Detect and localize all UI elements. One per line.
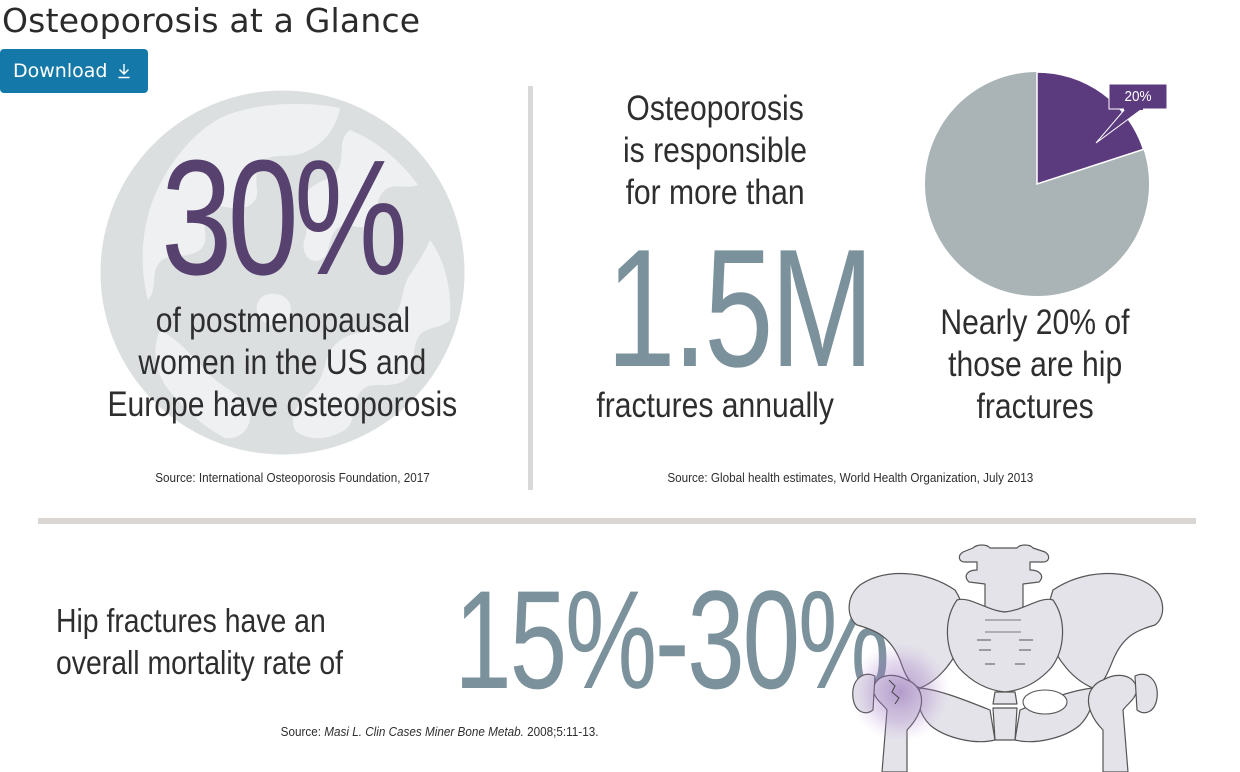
source-prefix: Source: (281, 724, 325, 739)
left-description: of postmenopausal women in the US and Eu… (60, 300, 505, 426)
pie-caption-line: fractures (976, 387, 1094, 426)
left-desc-line: Europe have osteoporosis (107, 385, 458, 424)
download-button[interactable]: Download (0, 49, 148, 93)
stat-mortality-range: 15%-30% (378, 560, 890, 720)
middle-footer: fractures annually (560, 385, 870, 427)
source-left-text: Source: International Osteoporosis Found… (155, 470, 430, 485)
stat-1-5m: 1.5M (560, 214, 874, 402)
mid-intro-line: for more than (625, 173, 805, 212)
globe-icon (100, 90, 465, 455)
page-title: Osteoporosis at a Glance (2, 1, 421, 40)
source-suffix: 2008;5:11-13. (524, 724, 599, 739)
source-left: Source: International Osteoporosis Found… (90, 470, 495, 485)
pie-caption-line: Nearly 20% of (940, 303, 1130, 342)
mid-intro-line: is responsible (622, 131, 808, 170)
source-right-text: Source: Global health estimates, World H… (667, 470, 1033, 485)
source-bottom: Source: Masi L. Clin Cases Miner Bone Me… (220, 724, 660, 739)
left-desc-line: women in the US and (138, 343, 427, 382)
pie-caption: Nearly 20% of those are hip fractures (905, 302, 1165, 428)
left-desc-line: of postmenopausal (155, 301, 410, 340)
stat-30-value: 30% (161, 126, 409, 309)
hip-text-line: Hip fractures have an (56, 602, 326, 639)
source-right: Source: Global health estimates, World H… (600, 470, 1100, 485)
mid-intro-line: Osteoporosis (626, 89, 804, 128)
stat-30-percent: 30% (100, 128, 465, 308)
source-journal: Masi L. Clin Cases Miner Bone Metab. (324, 724, 525, 739)
middle-intro: Osteoporosis is responsible for more tha… (560, 88, 870, 214)
pie-label-text: 20% (1124, 88, 1152, 105)
download-label: Download (13, 60, 108, 82)
horizontal-divider (38, 518, 1196, 524)
mid-footer-text: fractures annually (596, 386, 834, 425)
vertical-divider (528, 86, 533, 490)
pie-caption-line: those are hip (947, 345, 1123, 384)
stat-range-value: 15%-30% (454, 561, 890, 718)
hip-fracture-pie-chart (925, 71, 1168, 296)
hip-mortality-text: Hip fractures have an overall mortality … (56, 600, 386, 684)
hip-text-line: overall mortality rate of (56, 644, 344, 681)
pelvis-hip-fracture-icon (848, 544, 1164, 772)
pie-slice-label: 20% (1109, 84, 1167, 109)
download-arrow-icon (118, 64, 130, 79)
stat-1-5m-value: 1.5M (606, 214, 874, 402)
